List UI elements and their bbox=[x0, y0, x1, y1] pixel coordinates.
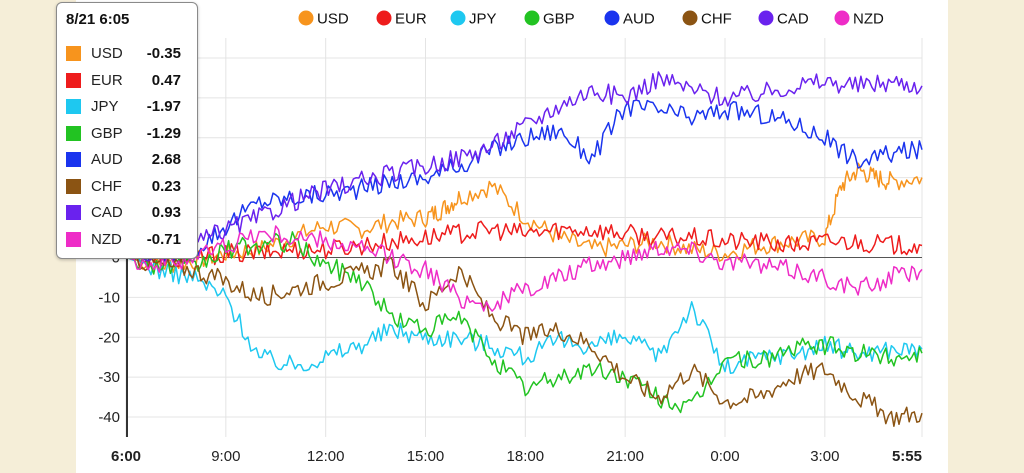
legend-marker-gbp[interactable] bbox=[524, 10, 540, 26]
series-line-gbp bbox=[125, 231, 923, 414]
tooltip-row: GBP -1.29 bbox=[57, 124, 197, 144]
series-line-usd bbox=[125, 162, 923, 274]
legend-label-nzd[interactable]: NZD bbox=[853, 11, 884, 28]
tooltip-currency-name: NZD bbox=[91, 230, 122, 248]
series-line-cad bbox=[125, 71, 923, 262]
tooltip-currency-value: -0.71 bbox=[146, 230, 181, 248]
legend-marker-chf[interactable] bbox=[682, 10, 698, 26]
hover-tooltip: 8/21 6:05 USD -0.35 EUR 0.47 JPY -1.97 GBP -1.2… bbox=[56, 2, 198, 259]
x-tick-label: 5:55 bbox=[892, 448, 922, 465]
tooltip-currency-value: -1.29 bbox=[146, 124, 181, 142]
legend-marker-cad[interactable] bbox=[758, 10, 774, 26]
tooltip-swatch bbox=[66, 99, 81, 114]
x-tick-label: 12:00 bbox=[307, 448, 345, 465]
tooltip-currency-name: CHF bbox=[91, 177, 122, 195]
tooltip-currency-name: AUD bbox=[91, 151, 123, 168]
series-line-aud bbox=[125, 99, 923, 262]
tooltip-row: AUD 2.68 bbox=[57, 150, 197, 170]
tooltip-row: USD -0.35 bbox=[57, 44, 197, 64]
tooltip-row: CAD 0.93 bbox=[57, 203, 197, 223]
tooltip-swatch bbox=[66, 72, 81, 88]
series-line-eur bbox=[125, 220, 923, 271]
legend-label-chf[interactable]: CHF bbox=[701, 11, 732, 28]
tooltip-swatch bbox=[66, 125, 81, 141]
series-line-nzd bbox=[125, 225, 923, 312]
legend-label-aud[interactable]: AUD bbox=[623, 11, 655, 28]
x-tick-label: 9:00 bbox=[211, 448, 240, 465]
tooltip-currency-value: 2.68 bbox=[151, 151, 181, 168]
x-tick-label: 6:00 bbox=[111, 448, 141, 465]
tooltip-currency-name: EUR bbox=[91, 71, 123, 89]
tooltip-row: JPY -1.97 bbox=[57, 97, 197, 117]
tooltip-currency-value: 0.23 bbox=[151, 177, 181, 195]
tooltip-currency-value: 0.93 bbox=[151, 204, 181, 221]
tooltip-swatch bbox=[66, 231, 81, 247]
tooltip-currency-name: GBP bbox=[91, 124, 123, 142]
legend-label-cad[interactable]: CAD bbox=[777, 11, 809, 28]
tooltip-swatch bbox=[66, 152, 81, 167]
legend-marker-jpy[interactable] bbox=[450, 10, 466, 26]
legend-marker-eur[interactable] bbox=[376, 10, 392, 26]
tooltip-currency-value: -1.97 bbox=[146, 98, 181, 115]
x-tick-label: 18:00 bbox=[507, 448, 545, 465]
x-tick-label: 3:00 bbox=[810, 448, 839, 465]
tooltip-row: EUR 0.47 bbox=[57, 71, 197, 91]
tooltip-swatch bbox=[66, 46, 81, 61]
legend-marker-aud[interactable] bbox=[604, 10, 620, 26]
legend-marker-nzd[interactable] bbox=[834, 10, 850, 26]
legend-label-eur[interactable]: EUR bbox=[395, 11, 427, 28]
series-line-jpy bbox=[125, 251, 923, 374]
tooltip-currency-name: CAD bbox=[91, 204, 123, 221]
tooltip-currency-name: USD bbox=[91, 45, 123, 62]
y-tick-label: -10 bbox=[98, 289, 120, 306]
tooltip-swatch bbox=[66, 178, 81, 194]
y-tick-label: -40 bbox=[98, 409, 120, 426]
x-tick-label: 21:00 bbox=[606, 448, 644, 465]
tooltip-row: NZD -0.71 bbox=[57, 230, 197, 250]
y-tick-label: -20 bbox=[98, 329, 120, 346]
legend-marker-usd[interactable] bbox=[298, 10, 314, 26]
tooltip-swatch bbox=[66, 205, 81, 220]
tooltip-currency-value: -0.35 bbox=[146, 45, 181, 62]
tooltip-currency-value: 0.47 bbox=[151, 71, 181, 89]
tooltip-row: CHF 0.23 bbox=[57, 177, 197, 197]
series-line-chf bbox=[125, 253, 923, 427]
x-tick-label: 15:00 bbox=[407, 448, 445, 465]
legend-label-gbp[interactable]: GBP bbox=[543, 11, 575, 28]
legend-label-usd[interactable]: USD bbox=[317, 11, 349, 28]
tooltip-currency-name: JPY bbox=[91, 98, 119, 115]
x-tick-label: 0:00 bbox=[710, 448, 739, 465]
y-tick-label: -30 bbox=[98, 369, 120, 386]
legend-label-jpy[interactable]: JPY bbox=[469, 11, 497, 28]
tooltip-title: 8/21 6:05 bbox=[66, 11, 130, 28]
